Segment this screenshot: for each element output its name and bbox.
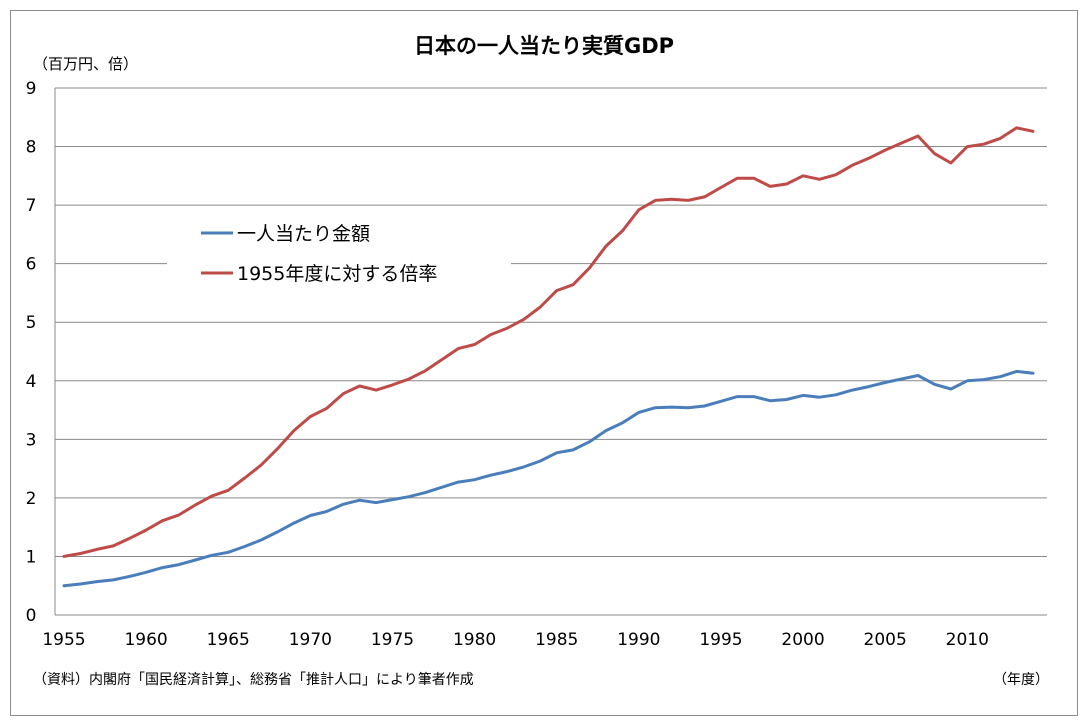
x-tick-label: 2005	[864, 630, 907, 650]
y-tick-label: 2	[26, 489, 37, 509]
y-tick-label: 6	[26, 255, 37, 275]
legend-label-2: 1955年度に対する倍率	[237, 263, 437, 285]
x-tick-label: 1965	[207, 630, 250, 650]
x-tick-label: 1995	[699, 630, 742, 650]
x-tick-label: 1980	[453, 630, 496, 650]
legend: 一人当たり金額 1955年度に対する倍率	[167, 211, 511, 295]
chart-title: 日本の一人当たり実質GDP	[414, 34, 674, 58]
x-tick-label: 1990	[617, 630, 660, 650]
y-tick-label: 9	[26, 79, 37, 99]
chart-frame: 日本の一人当たり実質GDP （百万円、倍） 0 1 2 3 4 5 6 7 8 9 1955 196…	[10, 10, 1078, 716]
y-tick-label: 3	[26, 430, 37, 450]
x-tick-label: 1970	[289, 630, 332, 650]
y-tick-label: 4	[26, 372, 37, 392]
x-tick-label: 1955	[42, 630, 85, 650]
legend-label-1: 一人当たり金額	[237, 223, 370, 245]
x-tick-label: 2010	[946, 630, 989, 650]
series-line-2	[62, 126, 1035, 558]
series-line-1	[62, 369, 1035, 588]
x-tick-label: 1975	[371, 630, 414, 650]
legend-background	[167, 211, 511, 295]
y-tick-label: 0	[26, 606, 37, 626]
x-tick-label: 1960	[124, 630, 167, 650]
chart-svg: 日本の一人当たり実質GDP （百万円、倍） 0 1 2 3 4 5 6 7 8 9 1955 196…	[26, 34, 1049, 688]
y-tick-label: 8	[26, 138, 37, 158]
y-tick-label: 7	[26, 196, 37, 216]
y-tick-label: 1	[26, 547, 37, 567]
source-note: （資料）内閣府「国民経済計算」、総務省「推計人口」により筆者作成	[33, 672, 474, 688]
x-tick-label: 2000	[781, 630, 824, 650]
x-axis-unit-label: （年度）	[993, 672, 1049, 688]
gridlines	[54, 87, 1047, 616]
x-axis-ticks: 1955 1960 1965 1970 1975 1980 1985 1990 1995 2000…	[42, 630, 989, 650]
y-axis-unit-label: （百万円、倍）	[33, 55, 138, 73]
series-lines	[62, 126, 1035, 588]
y-tick-label: 5	[26, 313, 37, 333]
x-tick-label: 1985	[535, 630, 578, 650]
y-axis-ticks: 0 1 2 3 4 5 6 7 8 9	[26, 79, 37, 626]
